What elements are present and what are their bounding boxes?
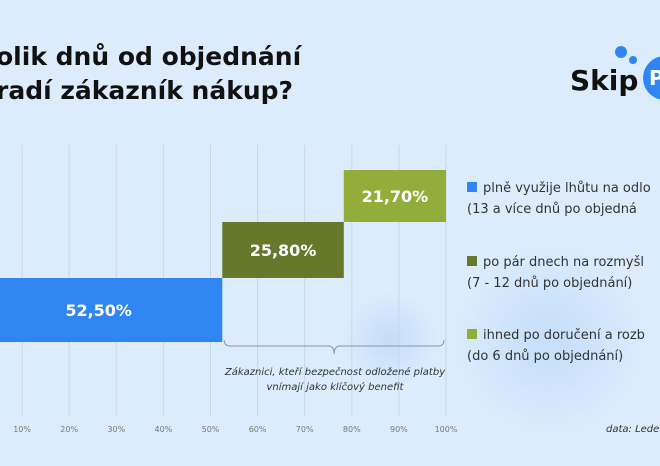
legend-detail: (13 a více dnů po objedná — [467, 202, 637, 217]
x-tick-label: 90% — [390, 425, 408, 434]
x-tick-label: 40% — [155, 425, 173, 434]
legend-label: ihned po doručení a rozb — [483, 328, 645, 343]
data-label: 25,80% — [250, 241, 317, 260]
legend-item: po pár dnech na rozmyšl (7 - 12 dnů po ob… — [467, 252, 644, 294]
legend-item: ihned po doručení a rozb (do 6 dnů po obj… — [467, 325, 645, 367]
legend-swatch — [467, 182, 477, 192]
x-tick-label: 80% — [343, 425, 361, 434]
bar — [0, 278, 223, 342]
bar — [343, 170, 446, 222]
bar — [222, 222, 344, 278]
x-tick-label: 100% — [435, 425, 458, 434]
logo-badge: P — [643, 56, 660, 100]
logo: Skip — [570, 64, 639, 97]
x-tick-label: 20% — [60, 425, 78, 434]
data-label: 21,70% — [362, 187, 429, 206]
annotation-brace — [223, 339, 445, 355]
legend-label: po pár dnech na rozmyšl — [483, 255, 644, 270]
x-tick-label: 70% — [296, 425, 314, 434]
legend-item: plně využije lhůtu na odlo (13 a více dnů… — [467, 178, 651, 220]
bg-circle — [450, 240, 650, 440]
x-tick-label: 60% — [249, 425, 267, 434]
legend-swatch — [467, 256, 477, 266]
legend-label: plně využije lhůtu na odlo — [483, 181, 651, 196]
legend-detail: (7 - 12 dnů po objednání) — [467, 276, 633, 291]
data-label: 52,50% — [65, 301, 132, 320]
annotation: Zákaznici, kteří bezpečnost odložené pla… — [224, 367, 446, 393]
x-tick-label: 50% — [202, 425, 220, 434]
bg-circle — [340, 290, 440, 390]
logo-dot — [615, 46, 627, 58]
legend-detail: (do 6 dnů po objednání) — [467, 349, 624, 364]
logo-dot — [629, 56, 637, 64]
page-title: olik dnů od objednání radí zákazník náku… — [0, 42, 302, 105]
source: data: Lede — [606, 424, 660, 435]
legend-swatch — [467, 329, 477, 339]
x-tick-label: 10% — [13, 425, 31, 434]
x-tick-label: 30% — [107, 425, 125, 434]
